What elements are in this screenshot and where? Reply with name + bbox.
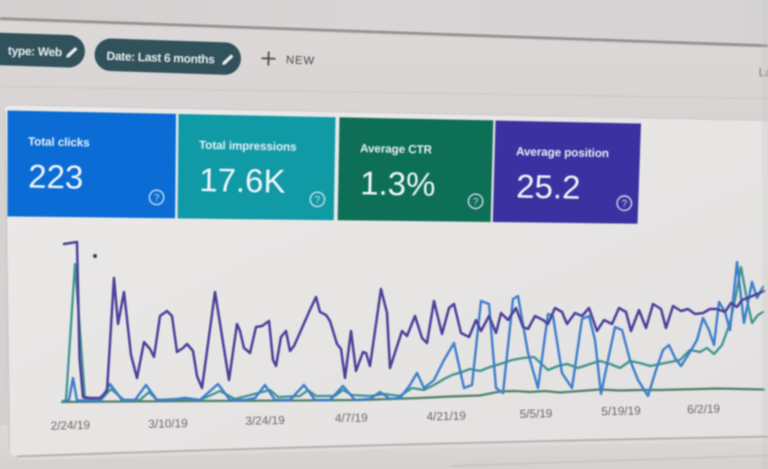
svg-text:Total impressions: Total impressions [199,139,297,154]
svg-text:Date: Last 6 months: Date: Last 6 months [106,49,215,67]
svg-text:Last: Last [758,65,768,80]
svg-text:Average position: Average position [516,145,609,160]
svg-text:NEW: NEW [286,54,315,67]
svg-text:17.6K: 17.6K [199,161,286,200]
svg-text:3/24/19: 3/24/19 [245,413,285,428]
svg-text:5/19/19: 5/19/19 [601,403,641,418]
svg-text:type: Web: type: Web [8,43,62,59]
svg-text:4/21/19: 4/21/19 [426,409,466,424]
svg-text:6/2/19: 6/2/19 [687,402,720,417]
svg-text:223: 223 [28,158,84,196]
svg-text:Average CTR: Average CTR [360,142,433,156]
svg-text:?: ? [621,199,627,210]
svg-text:?: ? [314,195,320,206]
svg-text:5/5/19: 5/5/19 [519,406,552,421]
svg-text:?: ? [473,197,479,208]
svg-text:25.2: 25.2 [516,168,581,206]
svg-text:2/24/19: 2/24/19 [50,418,90,433]
svg-text:4/7/19: 4/7/19 [335,411,368,426]
svg-text:3/10/19: 3/10/19 [148,416,188,431]
svg-text:?: ? [154,193,160,204]
svg-text:1.3%: 1.3% [360,164,436,203]
svg-text:Total clicks: Total clicks [28,135,90,149]
